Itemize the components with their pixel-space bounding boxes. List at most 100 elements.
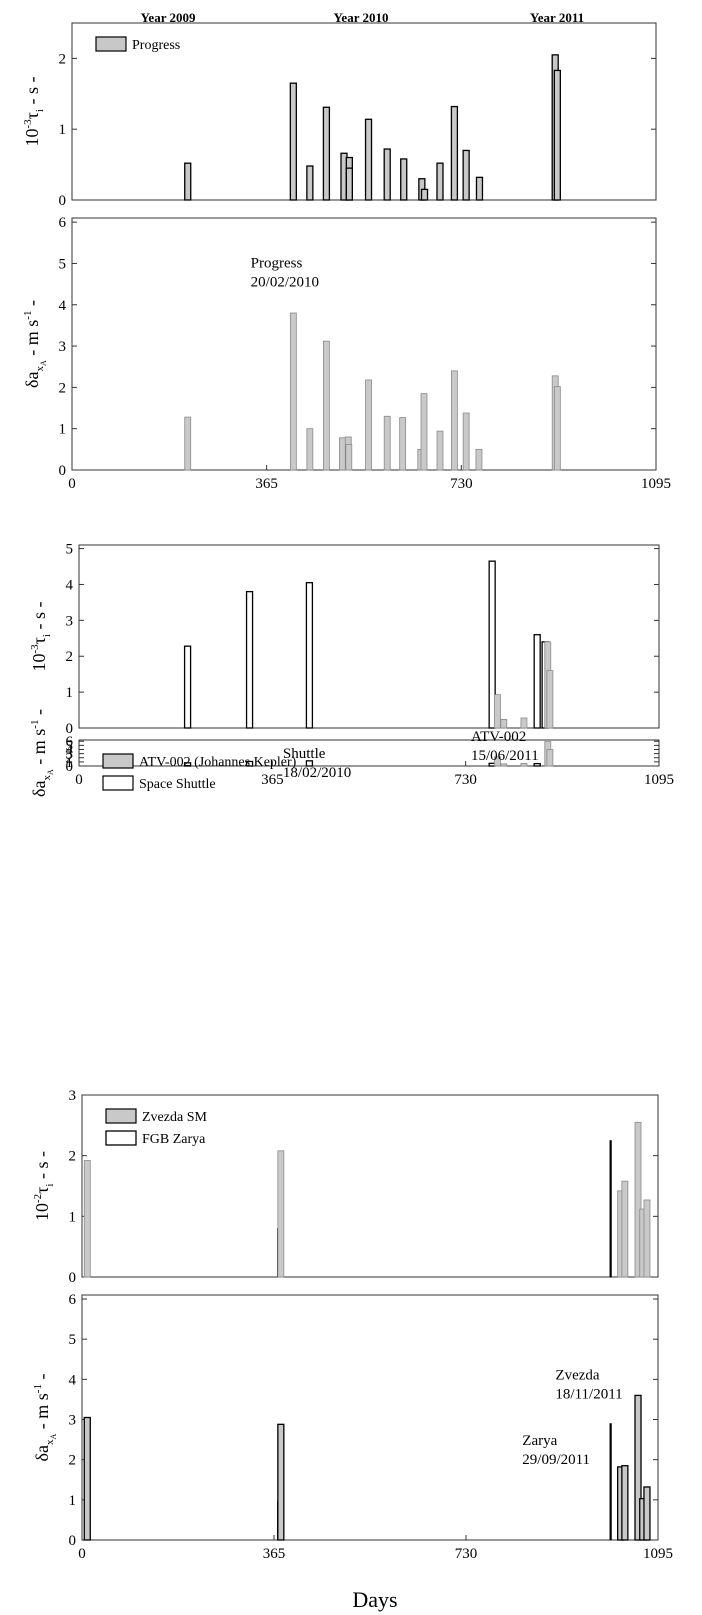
x-tick-label: 730 xyxy=(450,476,473,492)
panel-p2: 0 1 2 3 4 5 6 0 365 730 1095 Progress 20/02/2010 δaxA… xyxy=(22,215,671,492)
plot-frame xyxy=(71,22,657,201)
legend-label: Progress xyxy=(132,38,180,53)
y-tick-label: 5 xyxy=(59,256,67,272)
bar-atv-002-johannes-kepler- xyxy=(494,694,501,729)
bar-progress xyxy=(365,379,372,471)
bar-zvezda-sm xyxy=(643,1486,651,1541)
bar-progress xyxy=(462,149,470,201)
y-axis-label: 10-3τi - s - xyxy=(22,77,46,147)
y-tick-label: 6 xyxy=(59,215,67,231)
bar-space-shuttle xyxy=(533,762,541,767)
bar-atv-002-johannes-kepler- xyxy=(520,763,528,767)
x-tick-label: 0 xyxy=(75,772,83,788)
legend-swatch xyxy=(95,36,127,52)
bar-zvezda-sm xyxy=(83,1160,91,1278)
bar-space-shuttle xyxy=(245,590,254,729)
bar-zvezda-sm xyxy=(277,1150,285,1278)
legend-label: ATV-002 (Johannes Kepler) xyxy=(139,755,297,770)
annotation-line1: Progress xyxy=(251,256,303,272)
x-tick-label: 1095 xyxy=(643,1546,673,1562)
y-axis-label: δaxA - m s-1 - xyxy=(32,1374,58,1462)
bar-space-shuttle xyxy=(488,560,496,729)
y-tick-label: 2 xyxy=(69,1149,77,1165)
legend-swatch xyxy=(102,775,134,791)
bar-space-shuttle xyxy=(533,634,541,729)
bar-zvezda-sm xyxy=(634,1394,642,1541)
y-tick-label: 3 xyxy=(66,613,74,629)
bar-progress xyxy=(338,437,346,471)
annotation-line2: 15/06/2011 xyxy=(471,748,539,764)
y-tick-label: 5 xyxy=(66,738,74,754)
year-header-2011: Year 2011 xyxy=(530,10,584,25)
bar-progress xyxy=(400,158,408,201)
x-tick-label: 0 xyxy=(78,1546,86,1562)
annotation-line2: 20/02/2010 xyxy=(251,275,319,291)
y-tick-label: 3 xyxy=(59,339,67,355)
bar-zvezda-sm xyxy=(643,1199,651,1278)
y-tick-label: 2 xyxy=(69,1453,77,1469)
y-tick-label: 2 xyxy=(59,380,67,396)
bar-zvezda-sm xyxy=(621,1465,629,1541)
bar-progress xyxy=(450,370,458,471)
y-tick-label: 3 xyxy=(66,747,74,763)
plot-frame xyxy=(78,544,660,729)
bar-progress xyxy=(306,165,314,201)
bar-progress xyxy=(184,416,192,471)
bar-progress xyxy=(383,148,391,201)
y-tick-label: 2 xyxy=(59,51,67,67)
panel-p3: 0 1 2 3 4 5 10-3τi - s - xyxy=(29,542,660,737)
bar-space-shuttle xyxy=(183,762,192,767)
bar-progress xyxy=(462,412,470,471)
bar-progress xyxy=(553,69,561,201)
bar-atv-002-johannes-kepler- xyxy=(500,718,508,729)
bar-space-shuttle xyxy=(305,582,314,729)
bar-progress xyxy=(475,448,483,471)
bar-progress xyxy=(345,167,353,201)
x-axis-label: Days xyxy=(352,1587,397,1612)
y-tick-label: 0 xyxy=(69,1270,77,1286)
bar-space-shuttle xyxy=(305,760,314,767)
bar-progress xyxy=(322,340,330,471)
year-header-2009: Year 2009 xyxy=(140,10,196,25)
y-tick-label: 1 xyxy=(66,755,74,771)
plot-frame xyxy=(81,1094,659,1278)
y-tick-label: 4 xyxy=(66,742,74,758)
x-tick-label: 0 xyxy=(68,476,76,492)
annotation-line2: 18/11/2011 xyxy=(555,1386,622,1402)
y-tick-label: 1 xyxy=(69,1493,77,1509)
y-tick-label: 1 xyxy=(59,422,67,438)
bar-progress xyxy=(553,386,561,471)
x-tick-label: 1095 xyxy=(644,772,674,788)
y-tick-label: 5 xyxy=(69,1332,77,1348)
legend-swatch xyxy=(105,1130,137,1146)
year-headers: Year 2009 Year 2010 Year 2011 xyxy=(140,10,584,25)
y-tick-label: 0 xyxy=(66,721,74,737)
y-tick-label: 4 xyxy=(66,577,74,593)
y-tick-label: 6 xyxy=(66,734,74,750)
y-tick-label: 0 xyxy=(66,759,74,775)
bar-atv-002-johannes-kepler- xyxy=(546,670,554,729)
bar-atv-002-johannes-kepler- xyxy=(500,763,508,767)
y-tick-label: 0 xyxy=(69,1533,77,1549)
y-tick-label: 5 xyxy=(66,542,74,558)
bar-progress xyxy=(289,312,297,471)
legend-label: Space Shuttle xyxy=(139,777,216,792)
bar-progress xyxy=(436,162,444,201)
legend-label: Zvezda SM xyxy=(142,1110,207,1125)
y-tick-label: 1 xyxy=(59,122,67,138)
year-header-2010: Year 2010 xyxy=(333,10,388,25)
bar-progress xyxy=(475,176,484,201)
y-tick-label: 2 xyxy=(66,751,74,767)
y-axis-label: 10-2τi - s - xyxy=(32,1151,56,1221)
legend-swatch xyxy=(102,753,134,769)
panel-p5: 0 1 2 3 Zvezda SM FGB Zarya 10-2τi - s - xyxy=(32,1088,659,1286)
panel-p6: 0 1 2 3 4 5 6 0 365 730 1095 Zvezda 18/11/2011 Zarya 2… xyxy=(32,1292,673,1562)
bar-progress xyxy=(436,430,444,471)
bar-atv-002-johannes-kepler- xyxy=(520,717,528,729)
panel-p1: 0 1 2 Progress 10-3τi - s - xyxy=(22,22,657,209)
y-tick-label: 4 xyxy=(59,298,67,314)
bar-space-shuttle xyxy=(183,645,192,729)
bar-space-shuttle xyxy=(245,760,254,767)
x-tick-label: 730 xyxy=(454,772,477,788)
